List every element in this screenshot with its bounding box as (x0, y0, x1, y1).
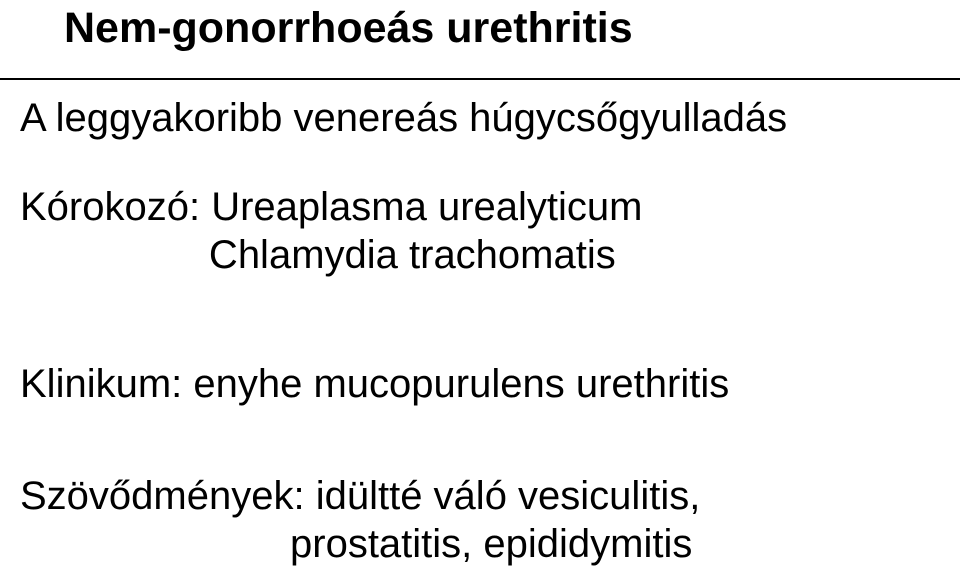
body-line-6: prostatitis, epididymitis (290, 522, 692, 566)
body-line-5: Szövődmények: idültté váló vesiculitis, (20, 474, 700, 518)
slide: Nem-gonorrhoeás urethritis A leggyakorib… (0, 0, 960, 579)
slide-title: Nem-gonorrhoeás urethritis (64, 4, 633, 53)
body-line-2: Kórokozó: Ureaplasma urealyticum (20, 185, 642, 229)
body-line-1: A leggyakoribb venereás húgycsőgyulladás (20, 96, 787, 140)
body-line-3: Chlamydia trachomatis (20, 233, 616, 277)
body-line-4: Klinikum: enyhe mucopurulens urethritis (20, 362, 729, 406)
title-underline (0, 78, 960, 80)
